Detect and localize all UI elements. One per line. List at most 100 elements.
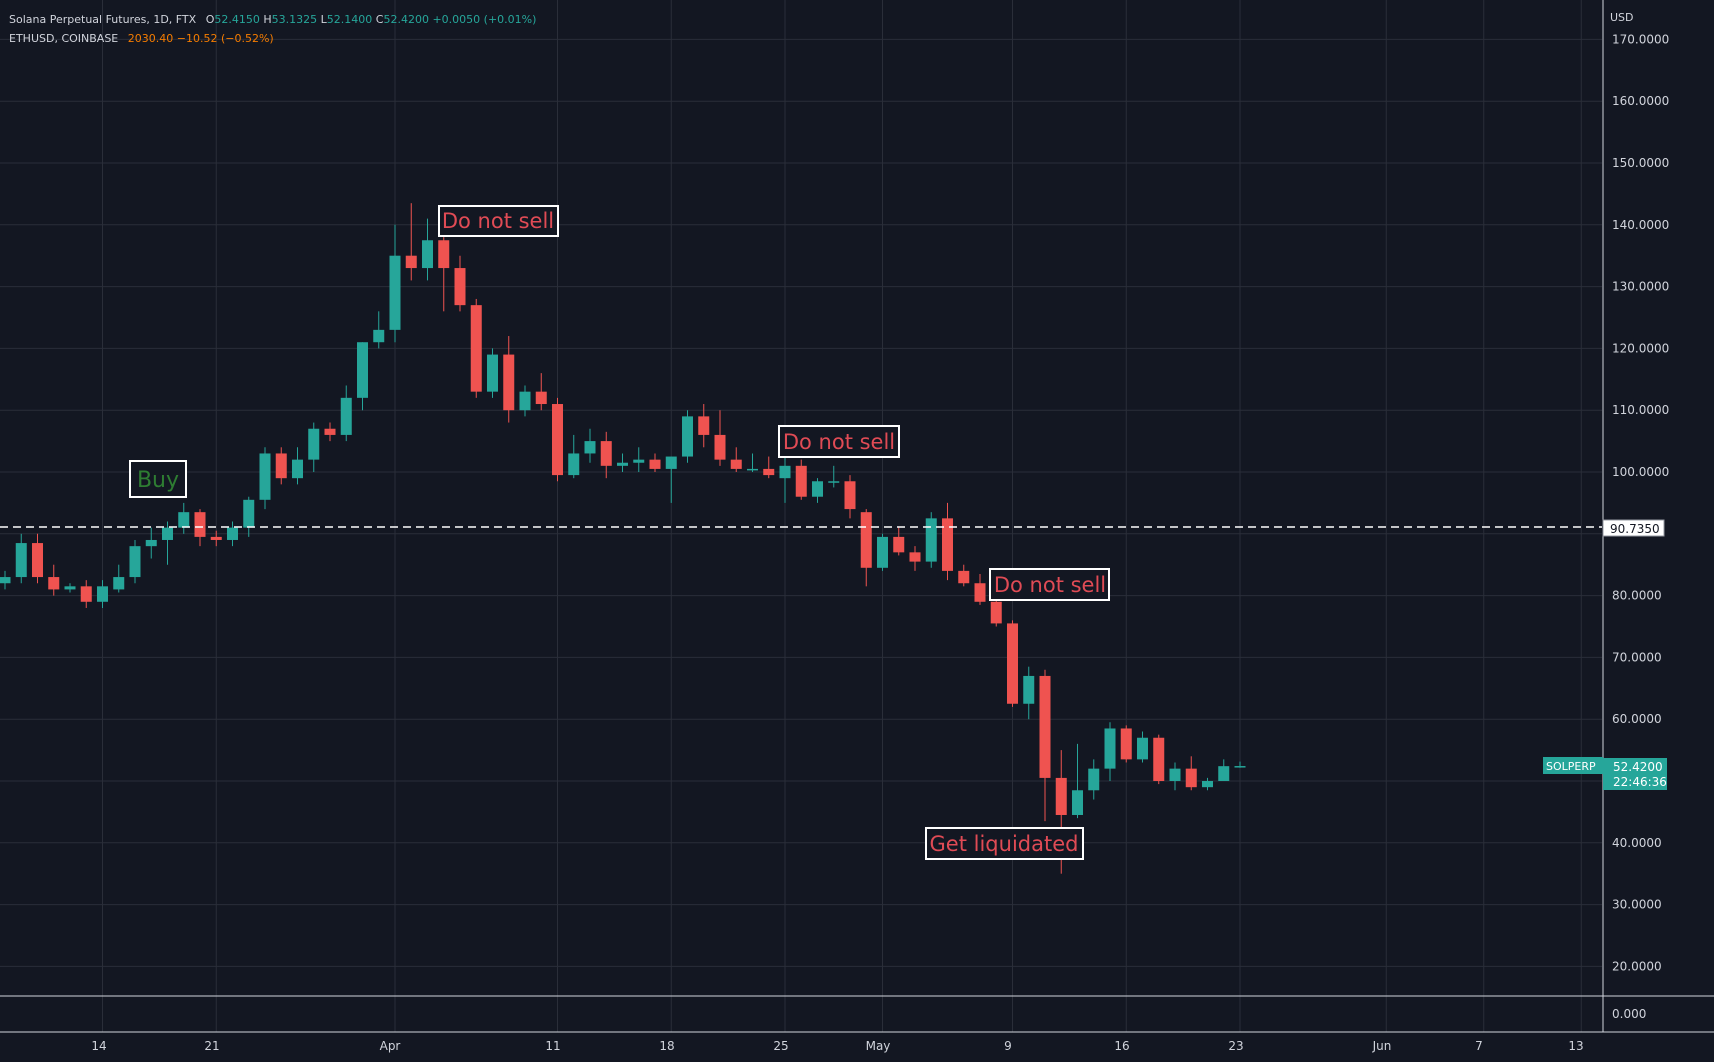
candle[interactable] [1202,777,1213,791]
candle[interactable] [974,573,986,605]
candle-body [698,416,710,435]
candle[interactable] [828,465,840,488]
candle[interactable] [210,530,222,547]
candle[interactable] [80,580,92,608]
candle[interactable] [877,533,888,571]
candle[interactable] [812,478,823,503]
candle[interactable] [665,456,677,503]
candle[interactable] [15,533,27,584]
candle[interactable] [1185,756,1197,791]
time-label-25: 25 [773,1039,788,1053]
legend-main-series[interactable]: Solana Perpetual Futures, 1D, FTX O52.41… [9,13,536,26]
candle[interactable] [340,385,352,442]
candle[interactable] [324,422,336,442]
candle[interactable] [633,447,645,472]
candle[interactable] [470,298,482,398]
candle[interactable] [1104,722,1116,781]
candle[interactable] [487,348,498,398]
candle[interactable] [909,546,921,571]
candle[interactable] [308,422,320,472]
annotation-get-liquidated[interactable]: Get liquidated [925,827,1084,860]
candle[interactable] [519,385,531,417]
candle[interactable] [795,459,807,500]
candle[interactable] [227,521,238,547]
candle[interactable] [32,533,43,584]
annotation-do-not-sell-2[interactable]: Do not sell [778,425,900,458]
candle-body [405,255,417,269]
candle[interactable] [844,475,856,519]
candle[interactable] [763,456,775,479]
candle[interactable] [64,583,76,593]
annotation-buy[interactable]: Buy [129,460,187,498]
candle[interactable] [1153,734,1165,785]
candle-body [129,546,141,578]
candle[interactable] [145,527,157,559]
candle[interactable] [568,434,580,479]
candle[interactable] [422,218,433,281]
candle[interactable] [1218,759,1230,781]
candle[interactable] [649,453,661,472]
candle[interactable] [1007,620,1018,707]
candle[interactable] [243,496,255,537]
candle[interactable] [714,410,726,466]
candle[interactable] [730,447,742,472]
candle[interactable] [682,410,693,463]
candle[interactable] [405,203,417,281]
candle-body [779,465,791,479]
candle[interactable] [503,336,515,423]
candle[interactable] [1137,731,1148,763]
candle[interactable] [178,502,190,534]
candle-body [389,255,401,330]
candle[interactable] [698,404,710,448]
candle[interactable] [292,447,303,485]
candle[interactable] [958,564,970,587]
price-axis[interactable]: USD 170.0000 160.0000 150.0000 140.0000 130.… [1543,11,1669,1021]
time-axis[interactable]: 14 21 Apr 11 18 25 May 9 16 23 Jun 7 13 [91,1039,1583,1053]
time-label-9: 9 [1004,1039,1012,1053]
candle[interactable] [1120,725,1132,763]
candle-body [194,512,206,537]
candle[interactable] [0,570,11,590]
candle[interactable] [942,502,953,581]
candle[interactable] [259,447,271,510]
candle[interactable] [1039,669,1051,822]
candle[interactable] [860,509,872,587]
candle[interactable] [162,521,173,565]
price-tick-label: 40.0000 [1612,836,1662,850]
candle[interactable] [535,373,547,411]
candle[interactable] [438,237,450,312]
candle[interactable] [389,224,401,343]
candle[interactable] [129,539,141,584]
candle[interactable] [113,564,125,593]
candle[interactable] [552,397,563,482]
candle-body [373,329,385,343]
candle[interactable] [357,342,368,411]
candle[interactable] [275,447,287,485]
annotation-do-not-sell-3[interactable]: Do not sell [989,568,1110,601]
candle-body [80,586,92,602]
candle[interactable] [373,311,385,349]
candle[interactable] [779,453,791,503]
candle[interactable] [747,453,758,472]
candle[interactable] [1234,761,1246,768]
candle[interactable] [893,527,905,556]
candle[interactable] [97,580,108,608]
candle[interactable] [1023,666,1035,720]
candle[interactable] [584,428,596,463]
legend-compare-series[interactable]: ETHUSD, COINBASE 2030.40 −10.52 (−0.52%) [9,32,274,45]
time-label-13: 13 [1568,1039,1583,1053]
candle[interactable] [1088,759,1100,800]
candle[interactable] [1169,762,1181,791]
annotation-do-not-sell-1[interactable]: Do not sell [438,205,559,237]
candle[interactable] [617,453,628,472]
candle-body [649,459,661,469]
candle[interactable] [454,255,466,312]
volume-axis-tick: 0.000 [1612,1007,1646,1021]
price-axis-ticks: 170.0000 160.0000 150.0000 140.0000 130.0000… [1612,32,1669,973]
price-tick-label: 170.0000 [1612,32,1669,46]
candle[interactable] [925,512,937,568]
candle[interactable] [48,564,60,596]
candle[interactable] [1072,743,1083,819]
candle[interactable] [600,431,612,479]
